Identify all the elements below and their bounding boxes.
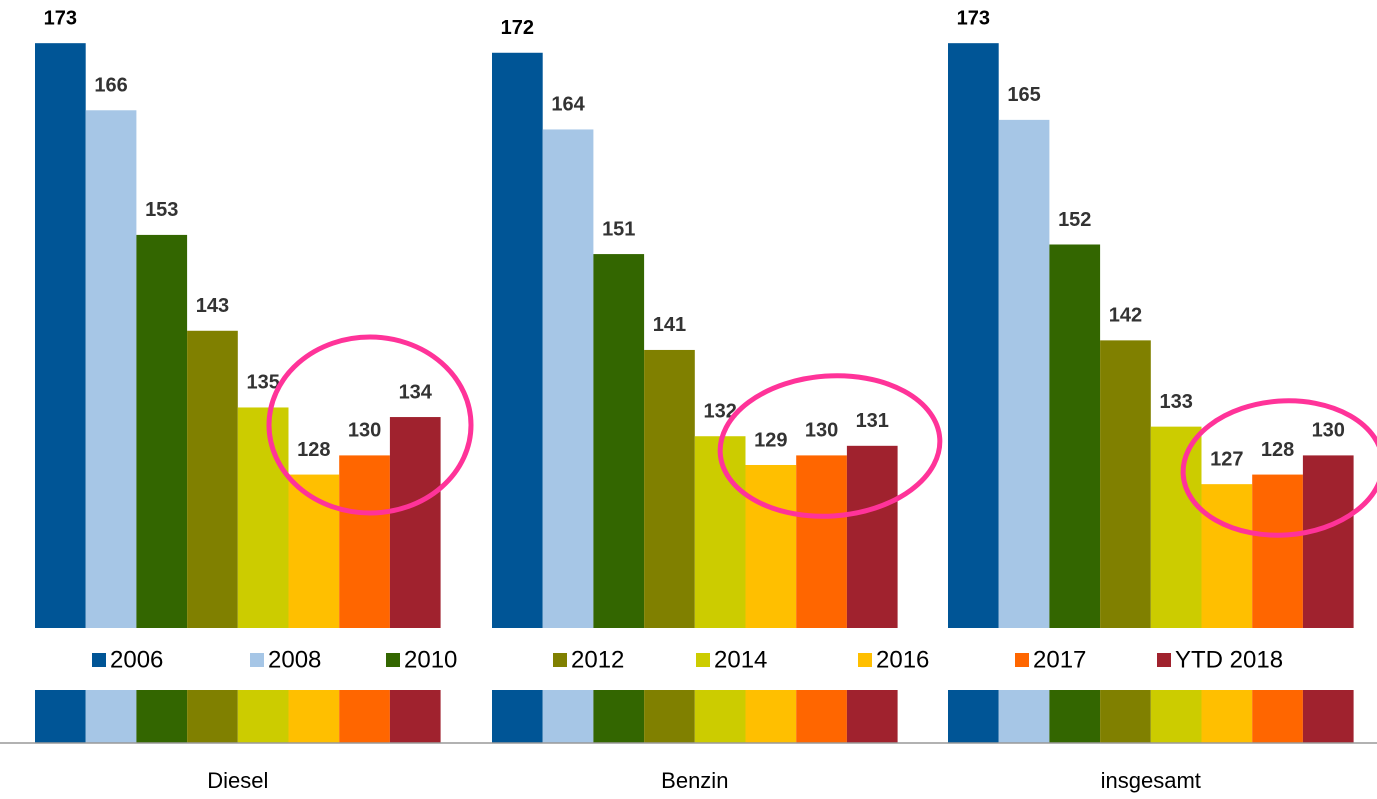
value-label: 128 bbox=[1261, 439, 1294, 461]
bar bbox=[796, 455, 847, 743]
bar bbox=[35, 43, 86, 743]
bar bbox=[1150, 426, 1202, 743]
highlight-ellipse bbox=[717, 373, 943, 519]
value-label: 134 bbox=[399, 381, 433, 403]
legend-swatch bbox=[92, 653, 106, 667]
value-label: 130 bbox=[805, 420, 838, 442]
bar bbox=[492, 52, 543, 743]
legend-label: 2014 bbox=[714, 646, 767, 673]
value-label: 166 bbox=[94, 75, 127, 97]
legend-label: 2017 bbox=[1033, 646, 1086, 673]
legend-label: 2010 bbox=[404, 646, 457, 673]
legend: 2006 2008 2010 2012 2014 2016 2017 YTD 2018 bbox=[92, 646, 1283, 673]
bar bbox=[1302, 455, 1354, 743]
value-label: 173 bbox=[44, 7, 77, 29]
value-label: 165 bbox=[1007, 84, 1040, 106]
legend-swatch bbox=[1015, 653, 1029, 667]
value-label: 164 bbox=[551, 94, 585, 116]
bar bbox=[389, 417, 441, 743]
value-label: 142 bbox=[1109, 305, 1142, 327]
value-label: 152 bbox=[1058, 209, 1091, 231]
x-tick-label: Diesel bbox=[207, 768, 268, 793]
bar bbox=[846, 445, 898, 743]
value-label: 135 bbox=[246, 372, 279, 394]
legend-label: 2016 bbox=[876, 646, 929, 673]
value-label: 172 bbox=[501, 17, 534, 39]
value-label: 173 bbox=[957, 7, 990, 29]
legend-swatch bbox=[553, 653, 567, 667]
legend-swatch bbox=[696, 653, 710, 667]
value-label: 127 bbox=[1210, 448, 1243, 470]
bar bbox=[237, 407, 289, 743]
value-label: 128 bbox=[297, 439, 330, 461]
value-label: 130 bbox=[1312, 420, 1345, 442]
bar bbox=[948, 43, 999, 743]
value-label: 133 bbox=[1159, 391, 1192, 413]
value-label: 141 bbox=[653, 314, 686, 336]
value-label: 151 bbox=[602, 218, 635, 240]
value-label: 153 bbox=[145, 199, 178, 221]
x-tick-label: insgesamt bbox=[1101, 768, 1201, 793]
legend-swatch bbox=[858, 653, 872, 667]
bar bbox=[1252, 474, 1303, 743]
legend-swatch bbox=[1157, 653, 1171, 667]
legend-label: YTD 2018 bbox=[1175, 646, 1283, 673]
legend-label: 2008 bbox=[268, 646, 321, 673]
bar bbox=[288, 474, 340, 743]
value-label: 131 bbox=[856, 410, 889, 432]
x-tick-label: Benzin bbox=[661, 768, 728, 793]
legend-swatch bbox=[250, 653, 264, 667]
value-label: 130 bbox=[348, 420, 381, 442]
value-label: 129 bbox=[754, 429, 787, 451]
highlight-ellipse bbox=[1180, 398, 1377, 538]
legend-swatch bbox=[386, 653, 400, 667]
highlight-ellipse bbox=[266, 334, 474, 516]
bar bbox=[694, 436, 746, 743]
bar bbox=[339, 455, 390, 743]
legend-band bbox=[0, 628, 1377, 690]
legend-label: 2006 bbox=[110, 646, 163, 673]
value-label: 132 bbox=[703, 401, 736, 423]
legend-label: 2012 bbox=[571, 646, 624, 673]
bar bbox=[1201, 484, 1253, 743]
annotations bbox=[266, 334, 1377, 538]
value-labels: 173 166 153 143 135 128 130 134 172 164 151 141 132 1… bbox=[44, 7, 1345, 470]
value-label: 143 bbox=[196, 295, 229, 317]
